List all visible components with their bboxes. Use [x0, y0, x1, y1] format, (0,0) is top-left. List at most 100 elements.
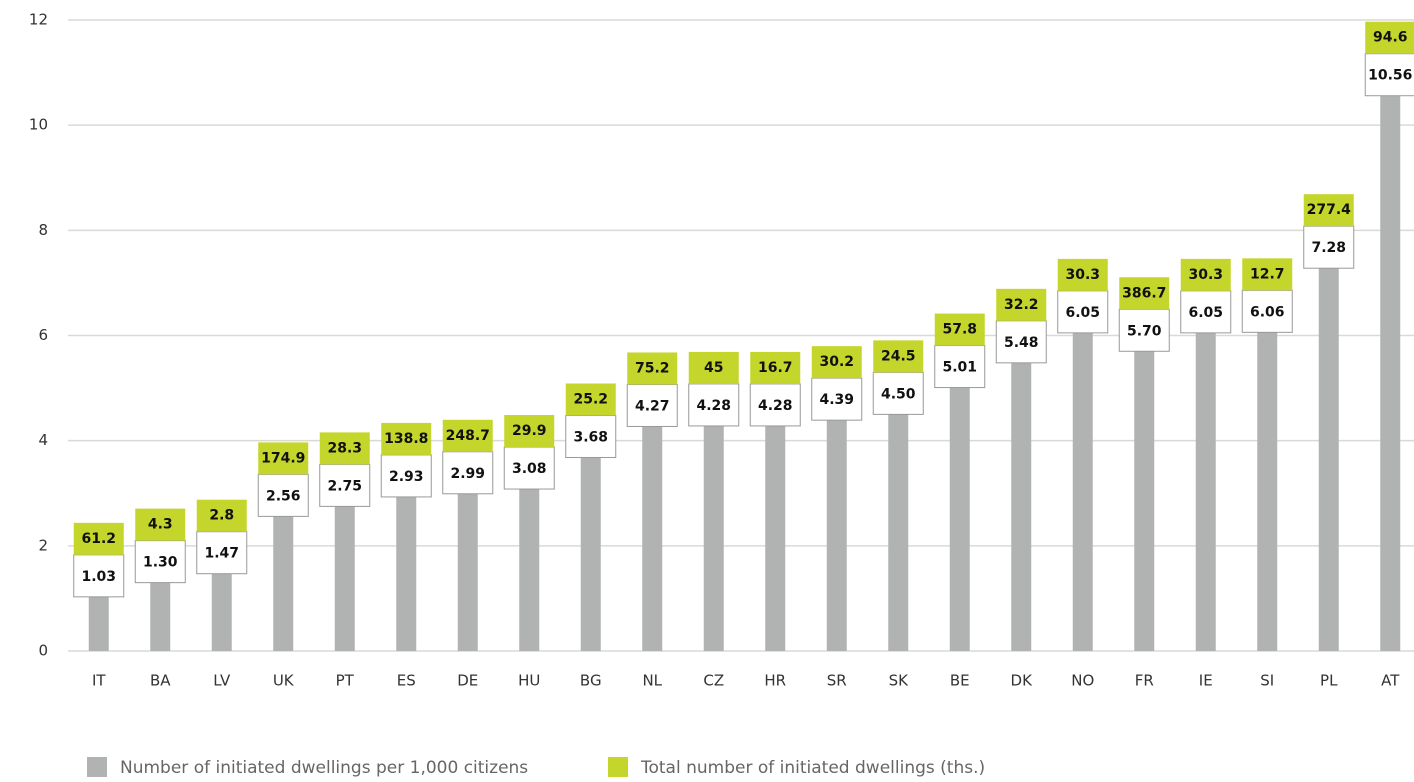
label-box	[196, 531, 248, 575]
label-box	[872, 371, 924, 415]
x-tick-label: FR	[1135, 672, 1154, 690]
bar	[1072, 332, 1093, 651]
bar	[1134, 351, 1155, 651]
x-tick-label: HR	[764, 672, 786, 690]
label-box	[1118, 308, 1170, 352]
total-box	[1242, 258, 1293, 291]
x-tick-label: SK	[889, 672, 910, 690]
total-box	[73, 522, 124, 555]
data-label: 3.08	[512, 461, 547, 477]
bar	[519, 489, 540, 651]
x-tick-label: PL	[1320, 672, 1338, 690]
label-box	[73, 554, 125, 598]
legend-swatch	[87, 757, 107, 777]
label-box	[380, 454, 432, 498]
label-box	[995, 320, 1047, 364]
data-label: 2.99	[450, 466, 485, 482]
total-label: 277.4	[1307, 202, 1352, 218]
total-label: 25.2	[573, 391, 608, 407]
x-tick-label: AT	[1381, 672, 1400, 690]
total-box	[688, 351, 739, 384]
bar	[765, 425, 786, 651]
x-tick-label: SR	[827, 672, 847, 690]
label-box	[1057, 290, 1109, 334]
label-box	[749, 383, 801, 427]
x-tick-label: BA	[150, 672, 171, 690]
total-box	[1057, 258, 1108, 291]
total-label: 386.7	[1122, 285, 1166, 301]
label-box	[565, 414, 617, 458]
bar	[642, 426, 663, 651]
data-label: 5.01	[942, 360, 977, 376]
total-label: 174.9	[261, 450, 305, 466]
label-box	[134, 540, 186, 584]
total-label: 94.6	[1373, 30, 1408, 46]
bar	[457, 493, 478, 651]
x-tick-label: IE	[1199, 672, 1213, 690]
data-label: 5.48	[1004, 335, 1039, 351]
total-box	[319, 432, 370, 465]
total-label: 29.9	[512, 423, 547, 439]
total-label: 12.7	[1250, 266, 1285, 282]
x-tick-label: ES	[397, 672, 416, 690]
x-tick-label: NO	[1071, 672, 1094, 690]
data-label: 4.28	[696, 398, 731, 414]
data-label: 6.05	[1188, 305, 1223, 321]
total-label: 2.8	[209, 508, 234, 524]
bar	[1318, 268, 1339, 651]
total-box	[258, 442, 309, 475]
bar	[150, 582, 171, 651]
total-label: 61.2	[81, 531, 116, 547]
data-label: 4.28	[758, 398, 793, 414]
bar	[1011, 362, 1032, 651]
data-label: 10.56	[1368, 68, 1412, 84]
total-label: 75.2	[635, 360, 670, 376]
data-label: 7.28	[1311, 240, 1346, 256]
bar	[396, 496, 417, 651]
data-label: 4.50	[881, 386, 916, 402]
data-label: 2.56	[266, 488, 301, 504]
bar	[88, 596, 109, 651]
x-tick-label: PT	[336, 672, 355, 690]
total-box	[565, 383, 616, 416]
x-tick-label: NL	[642, 672, 662, 690]
data-label: 6.06	[1250, 304, 1285, 320]
bar	[1195, 332, 1216, 651]
total-label: 32.2	[1004, 297, 1039, 313]
x-tick-label: DE	[457, 672, 478, 690]
data-label: 2.93	[389, 469, 424, 485]
data-label: 3.68	[573, 429, 608, 445]
total-label: 45	[704, 360, 723, 376]
total-label: 16.7	[758, 360, 793, 376]
total-box	[135, 508, 186, 541]
total-label: 30.2	[819, 354, 854, 370]
legend-label: Number of initiated dwellings per 1,000 …	[120, 758, 528, 778]
total-box	[381, 422, 432, 455]
total-box	[1303, 194, 1354, 227]
total-box	[811, 346, 862, 379]
total-box	[196, 499, 247, 532]
data-label: 6.05	[1065, 305, 1100, 321]
legend-swatch	[608, 757, 628, 777]
x-tick-label: LV	[213, 672, 231, 690]
label-box	[1180, 290, 1232, 334]
total-label: 30.3	[1065, 267, 1100, 283]
x-tick-label: HU	[518, 672, 540, 690]
total-box	[996, 288, 1047, 321]
bar	[580, 457, 601, 651]
y-tick-label: 8	[38, 221, 48, 239]
total-box	[1365, 21, 1414, 54]
bar	[826, 420, 847, 651]
bar	[1380, 95, 1401, 652]
bar	[273, 516, 294, 651]
total-label: 24.5	[881, 348, 916, 364]
label-box	[319, 463, 371, 507]
x-tick-label: SI	[1260, 672, 1274, 690]
x-tick-label: BE	[950, 672, 970, 690]
data-label: 5.70	[1127, 323, 1162, 339]
label-box	[442, 451, 494, 495]
x-tick-label: UK	[273, 672, 295, 690]
total-box	[934, 313, 985, 346]
data-label: 1.47	[204, 546, 239, 562]
